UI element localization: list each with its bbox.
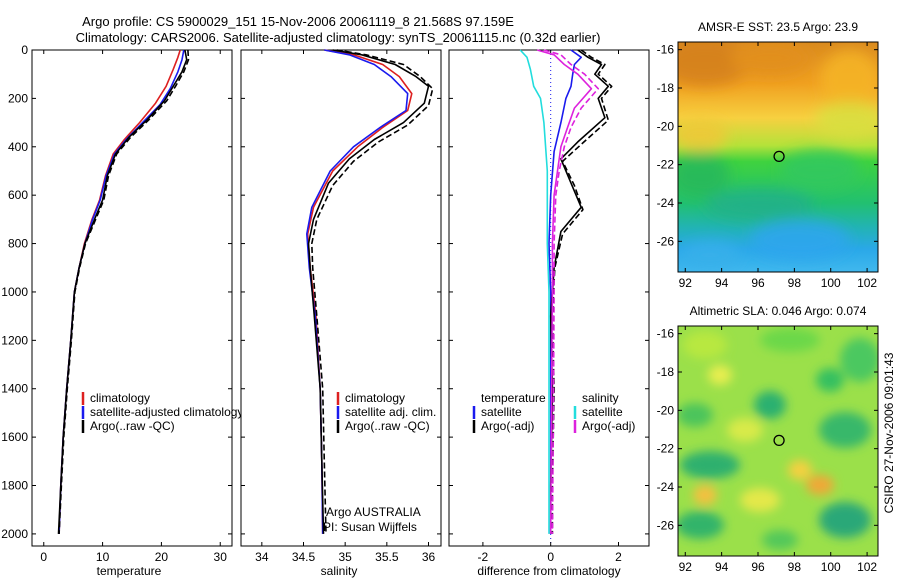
sst-map-title: AMSR-E SST: 23.5 Argo: 23.9 [698,20,858,34]
y-tick-label: -22 [657,158,675,172]
x-tick-label: 35.5 [375,550,399,564]
legend-label-temp-satellite: satellite [481,405,522,419]
x-tick-label: 102 [857,276,877,290]
x-tick-label: -2 [478,550,489,564]
y-tick-label: 1600 [1,430,28,444]
salinity-panel: 34 34.5 35 35.5 36 climatology satellite adj… [240,49,442,578]
sst-map-panel: AMSR-E SST: 23.5 Argo: 23.9 -16 -18 -20 -22… [657,20,879,290]
y-tick-label: 400 [8,140,28,154]
y-tick-label: -24 [657,196,675,210]
y-tick-label: -16 [657,327,675,341]
sla-argo-location-marker [773,434,785,447]
y-tick-label: -26 [657,234,675,248]
y-tick-label: -20 [657,403,675,417]
difference-xlabel: difference from climatology [477,564,620,578]
x-tick-label: 0 [40,550,47,564]
y-tick-label: -16 [657,43,675,57]
temperature-panel: 0 200 400 600 800 1000 1200 1400 1600 1800 2000 0 1… [1,43,243,578]
x-tick-label: 92 [679,560,693,574]
y-tick-label: 1000 [1,285,28,299]
legend-label-satellite-adjusted: satellite-adjusted climatology [90,405,243,419]
legend-label-temp-argo: Argo(-adj) [481,419,534,433]
sal-series-dashed-line [310,49,434,534]
legend-header-salinity: salinity [582,391,619,405]
diff-series-dashed-line [543,49,600,534]
diff-series-dashed-line [551,49,613,534]
x-tick-label: 100 [821,276,841,290]
x-tick-label: 34.5 [292,550,316,564]
footer-timestamp: CSIRO 27-Nov-2006 09:01:43 [882,352,896,513]
sla-map-frame [677,325,879,557]
x-tick-label: 100 [821,560,841,574]
sla-heatmap [678,326,878,556]
diff-series-satellite-line [519,49,550,534]
sst-argo-location-marker [773,150,785,163]
x-tick-label: 92 [679,276,693,290]
y-tick-label: -26 [657,518,675,532]
temp-series-dashed-line [58,49,190,534]
y-tick-label: 200 [8,91,28,105]
y-tick-label: -18 [657,365,675,379]
x-tick-label: 96 [751,560,765,574]
x-tick-label: 94 [715,560,729,574]
temperature-xlabel: temperature [97,564,162,578]
legend-header-temperature: temperature [481,391,546,405]
sst-map-frame [677,41,879,273]
sla-map-title: Altimetric SLA: 0.046 Argo: 0.074 [690,304,867,318]
figure-title-line-1: Argo profile: CS 5900029_151 15-Nov-2006… [82,14,514,29]
legend-label-sal-satellite: satellite [582,405,623,419]
sal-series-argo-raw-qc-line [307,49,430,534]
annotation-argo-australia: Argo AUSTRALIA [326,505,421,519]
difference-panel: -2 0 2 temperature satellite Argo(-adj) sa… [448,49,650,578]
diff-series-argo-adj-line [536,49,593,534]
legend-label-satellite-adj: satellite adj. clim. [345,405,436,419]
salinity-axes-frame [240,49,442,547]
x-tick-label: 30 [214,550,228,564]
y-tick-label: 800 [8,237,28,251]
annotation-pi: PI: Susan Wijffels [323,520,417,534]
legend-label-argo: Argo(..raw -QC) [90,419,175,433]
x-tick-label: 98 [788,560,802,574]
legend-label-sal-argo: Argo(-adj) [582,419,635,433]
y-tick-label: -22 [657,442,675,456]
y-tick-label: 1200 [1,333,28,347]
x-tick-label: 94 [715,276,729,290]
y-tick-label: 1800 [1,479,28,493]
sst-heatmap [678,42,878,272]
salinity-xlabel: salinity [321,564,358,578]
sla-map-panel: Altimetric SLA: 0.046 Argo: 0.074 [657,304,879,574]
y-tick-label: 2000 [1,527,28,541]
legend-label-climatology: climatology [345,391,405,405]
y-tick-label: -20 [657,119,675,133]
y-tick-label: 0 [21,43,28,57]
x-tick-label: 98 [788,276,802,290]
temperature-legend: climatology satellite-adjusted climatolo… [81,391,243,433]
x-tick-label: 36 [422,550,436,564]
difference-legend: temperature satellite Argo(-adj) salinit… [472,391,635,433]
x-tick-label: 34 [255,550,269,564]
y-tick-label: -18 [657,81,675,95]
y-tick-label: 1400 [1,382,28,396]
x-tick-label: 20 [155,550,169,564]
x-tick-label: 0 [547,550,554,564]
diff-series-satellite-line [548,49,583,534]
x-tick-label: 2 [615,550,622,564]
x-tick-label: 35 [338,550,352,564]
x-tick-label: 96 [751,276,765,290]
y-tick-label: 600 [8,188,28,202]
x-tick-label: 10 [96,550,110,564]
legend-label-climatology: climatology [90,391,150,405]
salinity-legend: climatology satellite adj. clim. Argo(..… [323,391,436,534]
legend-label-argo: Argo(..raw -QC) [345,419,430,433]
x-tick-label: 102 [857,560,877,574]
y-tick-label: -24 [657,480,675,494]
figure-title-line-2: Climatology: CARS2006. Satellite-adjuste… [76,30,601,45]
